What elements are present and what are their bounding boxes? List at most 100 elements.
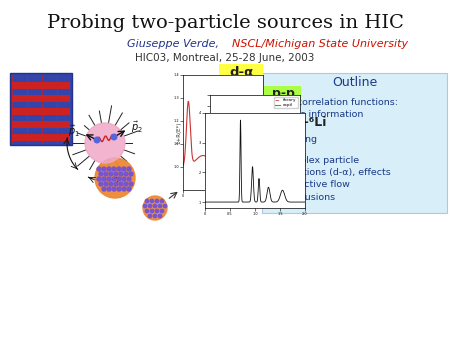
Circle shape xyxy=(150,199,154,203)
Circle shape xyxy=(104,182,108,186)
Circle shape xyxy=(127,167,131,171)
Circle shape xyxy=(150,209,154,213)
FancyBboxPatch shape xyxy=(219,64,263,81)
exptl xyxy=(236,152,241,156)
Circle shape xyxy=(102,167,106,171)
Circle shape xyxy=(119,182,123,186)
Line: theory: theory xyxy=(210,126,300,148)
Circle shape xyxy=(97,167,101,171)
exptl xyxy=(211,142,216,146)
Text: d-α: d-α xyxy=(229,66,253,78)
Circle shape xyxy=(112,167,116,171)
Bar xyxy=(12,134,70,141)
theory xyxy=(297,146,303,150)
Circle shape xyxy=(158,214,162,218)
Circle shape xyxy=(160,199,164,203)
exptl xyxy=(294,150,299,154)
Text: E*(MeV): E*(MeV) xyxy=(212,195,234,200)
Circle shape xyxy=(153,204,157,208)
Circle shape xyxy=(127,187,131,191)
Circle shape xyxy=(109,172,113,176)
Circle shape xyxy=(117,187,121,191)
Circle shape xyxy=(122,187,126,191)
Circle shape xyxy=(127,177,131,181)
Bar xyxy=(12,121,70,128)
Circle shape xyxy=(95,158,135,198)
Circle shape xyxy=(112,177,116,181)
Circle shape xyxy=(94,137,100,143)
Circle shape xyxy=(124,172,128,176)
exptl xyxy=(213,133,218,137)
Circle shape xyxy=(122,167,126,171)
Circle shape xyxy=(148,204,152,208)
Text: • p-p correlation functions:
physics information
content: • p-p correlation functions: physics inf… xyxy=(270,98,398,131)
Circle shape xyxy=(153,214,157,218)
Text: Outline: Outline xyxy=(332,76,377,90)
Circle shape xyxy=(129,182,133,186)
Circle shape xyxy=(143,196,167,220)
Bar xyxy=(12,95,70,102)
Text: HIC03, Montreal, 25-28 June, 2003: HIC03, Montreal, 25-28 June, 2003 xyxy=(135,53,315,63)
Legend: theory, exptl: theory, exptl xyxy=(274,97,298,108)
exptl xyxy=(207,149,213,153)
Bar xyxy=(12,82,70,89)
exptl xyxy=(297,150,303,154)
Circle shape xyxy=(117,177,121,181)
theory xyxy=(211,138,216,142)
Bar xyxy=(12,108,70,115)
Circle shape xyxy=(148,214,152,218)
Text: • Conclusions: • Conclusions xyxy=(270,193,335,202)
Text: NSCL/Michigan State University: NSCL/Michigan State University xyxy=(232,39,408,49)
Circle shape xyxy=(99,172,103,176)
theory xyxy=(225,139,230,143)
Text: • Imaging: • Imaging xyxy=(270,135,317,144)
theory xyxy=(232,145,237,149)
Circle shape xyxy=(158,204,162,208)
FancyBboxPatch shape xyxy=(262,73,447,213)
Circle shape xyxy=(107,167,111,171)
Circle shape xyxy=(145,199,148,203)
Text: Probing two-particle sources in HIC: Probing two-particle sources in HIC xyxy=(46,14,404,32)
Circle shape xyxy=(163,204,166,208)
Text: $\vec{p}_1$: $\vec{p}_1$ xyxy=(68,123,80,139)
Circle shape xyxy=(160,209,164,213)
Circle shape xyxy=(122,177,126,181)
Line: exptl: exptl xyxy=(210,122,300,154)
theory xyxy=(217,124,223,128)
Text: Giuseppe Verde,: Giuseppe Verde, xyxy=(127,39,222,49)
Circle shape xyxy=(145,209,148,213)
FancyBboxPatch shape xyxy=(10,73,72,145)
Circle shape xyxy=(107,187,111,191)
Text: 1+R(E*): 1+R(E*) xyxy=(176,121,181,144)
Circle shape xyxy=(143,204,147,208)
Circle shape xyxy=(155,209,159,213)
exptl xyxy=(217,120,223,124)
Circle shape xyxy=(102,187,106,191)
Text: p-p: p-p xyxy=(271,88,294,100)
Text: • Complex particle
correlations (d-α), effects
of collective flow: • Complex particle correlations (d-α), e… xyxy=(270,156,391,189)
Circle shape xyxy=(107,177,111,181)
theory xyxy=(213,132,218,136)
Circle shape xyxy=(124,182,128,186)
exptl xyxy=(232,146,237,150)
FancyBboxPatch shape xyxy=(264,86,301,102)
Circle shape xyxy=(85,123,125,163)
Text: $\vec{p}_2$: $\vec{p}_2$ xyxy=(131,119,143,135)
Circle shape xyxy=(119,172,123,176)
Circle shape xyxy=(111,134,117,140)
Circle shape xyxy=(109,182,113,186)
Circle shape xyxy=(99,182,103,186)
Circle shape xyxy=(129,172,133,176)
theory xyxy=(293,146,299,150)
theory xyxy=(207,146,213,150)
Circle shape xyxy=(155,199,159,203)
theory xyxy=(290,146,296,150)
Circle shape xyxy=(114,172,118,176)
Circle shape xyxy=(112,187,116,191)
Circle shape xyxy=(97,177,101,181)
Circle shape xyxy=(117,167,121,171)
exptl xyxy=(225,135,230,139)
Circle shape xyxy=(102,177,106,181)
exptl xyxy=(291,150,296,154)
Circle shape xyxy=(114,182,118,186)
